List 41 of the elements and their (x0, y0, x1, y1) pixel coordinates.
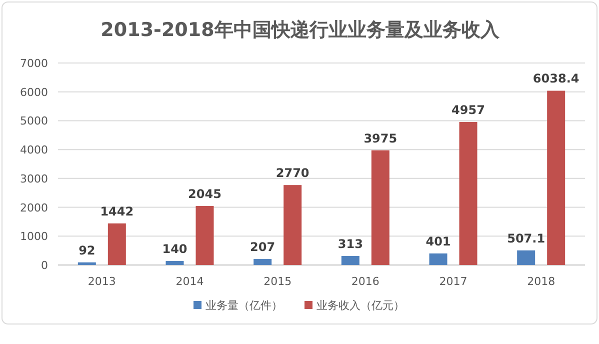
bar (166, 260, 184, 265)
data-label: 507.1 (507, 231, 546, 246)
bar (341, 256, 360, 265)
y-tick-label: 7000 (20, 57, 48, 70)
y-tick-label: 4000 (20, 144, 48, 157)
bar (254, 259, 272, 265)
data-label: 2045 (188, 186, 222, 201)
bar (78, 262, 96, 265)
bar (547, 90, 566, 265)
data-label: 207 (250, 240, 276, 254)
y-tick-label: 0 (41, 259, 48, 272)
bar (459, 122, 478, 265)
bar (284, 185, 302, 265)
x-tick-label: 2013 (88, 275, 116, 288)
data-label: 1442 (100, 204, 134, 218)
y-tick-label: 1000 (20, 230, 48, 244)
bar (429, 253, 448, 265)
x-tick-label: 2018 (527, 275, 556, 288)
data-label: 3975 (364, 131, 398, 146)
y-tick-label: 3000 (20, 172, 48, 186)
data-label: 92 (78, 243, 96, 258)
data-label: 6038.4 (532, 72, 580, 86)
x-tick-label: 2017 (439, 275, 468, 288)
x-tick-label: 2016 (351, 275, 380, 288)
legend-label: 业务收入（亿元） (316, 299, 404, 312)
chart-title: 2013-2018年中国快递行业业务量及业务收入 (100, 19, 500, 41)
y-tick-label: 2000 (20, 201, 48, 214)
bar (108, 223, 126, 265)
legend-label: 业务量（亿件） (206, 299, 282, 312)
data-label: 2770 (276, 166, 310, 180)
bar (517, 250, 536, 265)
data-label: 401 (426, 234, 451, 248)
bar (196, 206, 214, 265)
y-tick-label: 6000 (20, 86, 48, 99)
data-label: 313 (338, 236, 363, 251)
data-label: 140 (162, 242, 188, 256)
y-tick-label: 5000 (20, 114, 48, 128)
x-tick-label: 2014 (176, 275, 204, 288)
bar (371, 150, 390, 265)
data-label: 4957 (452, 102, 485, 117)
x-tick-label: 2015 (264, 275, 292, 288)
